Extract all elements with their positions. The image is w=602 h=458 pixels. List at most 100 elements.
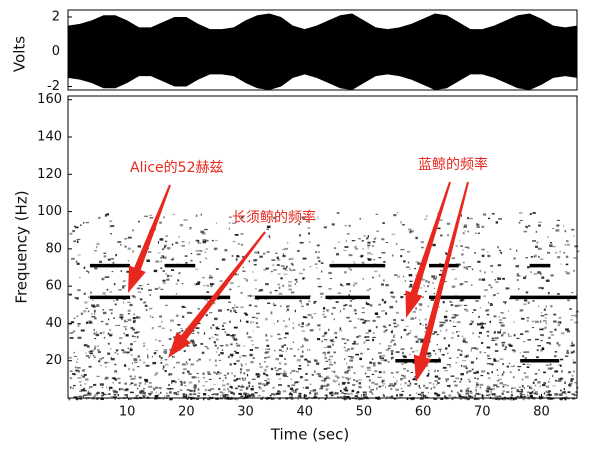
noise-speck — [571, 397, 576, 400]
noise-speck — [130, 343, 133, 346]
noise-speck — [240, 306, 244, 308]
noise-speck — [102, 292, 106, 295]
noise-speck — [282, 320, 285, 322]
noise-speck — [134, 375, 136, 378]
noise-speck — [105, 322, 109, 326]
noise-speck — [463, 232, 465, 235]
noise-speck — [576, 386, 579, 389]
noise-speck — [515, 299, 519, 301]
noise-speck — [145, 364, 150, 367]
noise-speck — [565, 271, 568, 273]
noise-speck — [466, 267, 469, 271]
noise-speck — [157, 397, 161, 399]
noise-speck — [471, 268, 474, 271]
noise-speck — [518, 212, 523, 214]
noise-speck — [228, 227, 230, 230]
noise-speck — [83, 393, 88, 397]
noise-speck — [74, 366, 77, 369]
noise-speck — [324, 385, 329, 387]
noise-speck — [100, 320, 104, 323]
noise-speck — [133, 341, 137, 343]
noise-speck — [367, 244, 371, 247]
noise-speck — [483, 271, 487, 274]
noise-speck — [119, 388, 121, 391]
noise-speck — [125, 328, 127, 331]
noise-speck — [340, 392, 344, 394]
noise-speck — [94, 267, 98, 270]
noise-speck — [109, 333, 113, 336]
noise-speck — [138, 382, 142, 385]
noise-speck — [313, 359, 317, 362]
noise-speck — [381, 379, 385, 382]
noise-speck — [219, 344, 224, 347]
noise-speck — [424, 353, 429, 355]
noise-speck — [565, 396, 568, 399]
noise-speck — [573, 235, 575, 238]
noise-speck — [418, 319, 420, 321]
noise-speck — [76, 315, 79, 318]
noise-speck — [273, 302, 275, 305]
noise-speck — [162, 282, 166, 284]
noise-speck — [369, 361, 373, 364]
noise-speck — [191, 376, 195, 379]
noise-speck — [167, 247, 171, 250]
noise-texture — [68, 211, 580, 401]
noise-speck — [288, 288, 292, 291]
noise-speck — [215, 373, 219, 375]
noise-speck — [298, 272, 303, 275]
noise-speck — [205, 248, 208, 250]
noise-speck — [535, 320, 539, 323]
noise-speck — [492, 397, 496, 400]
noise-speck — [458, 330, 460, 332]
noise-speck — [358, 397, 360, 401]
noise-speck — [180, 381, 183, 384]
noise-speck — [214, 239, 218, 242]
noise-speck — [520, 388, 524, 391]
noise-speck — [233, 393, 235, 395]
noise-speck — [216, 327, 220, 330]
noise-speck — [404, 280, 406, 282]
noise-speck — [87, 357, 91, 359]
noise-speck — [348, 320, 352, 322]
noise-speck — [114, 370, 118, 373]
noise-speck — [179, 389, 183, 391]
noise-speck — [444, 370, 449, 372]
noise-speck — [87, 271, 90, 274]
noise-speck — [524, 330, 529, 333]
noise-speck — [162, 279, 166, 282]
noise-speck — [346, 316, 350, 319]
noise-speck — [306, 303, 309, 306]
noise-speck — [259, 255, 263, 258]
noise-speck — [549, 331, 553, 333]
noise-speck — [226, 382, 230, 386]
noise-speck — [231, 255, 234, 257]
noise-speck — [469, 217, 473, 220]
noise-speck — [533, 272, 538, 275]
noise-speck — [345, 397, 348, 400]
noise-speck — [516, 275, 521, 277]
noise-speck — [331, 223, 335, 226]
noise-speck — [532, 300, 535, 302]
noise-speck — [439, 324, 443, 328]
noise-speck — [484, 352, 486, 354]
noise-speck — [383, 359, 388, 362]
noise-speck — [269, 291, 272, 294]
noise-speck — [105, 366, 107, 368]
noise-speck — [170, 319, 174, 322]
noise-speck — [277, 283, 281, 286]
noise-speck — [406, 251, 411, 253]
noise-speck — [286, 305, 290, 308]
noise-speck — [457, 304, 460, 307]
noise-speck — [350, 269, 352, 271]
noise-speck — [83, 383, 87, 385]
noise-speck — [543, 308, 547, 311]
noise-speck — [499, 251, 502, 253]
noise-speck — [377, 397, 381, 400]
noise-speck — [231, 372, 233, 375]
noise-speck — [489, 388, 493, 390]
noise-speck — [571, 344, 575, 347]
noise-speck — [573, 394, 578, 396]
noise-speck — [171, 356, 176, 358]
noise-speck — [80, 312, 84, 316]
noise-speck — [179, 380, 182, 383]
